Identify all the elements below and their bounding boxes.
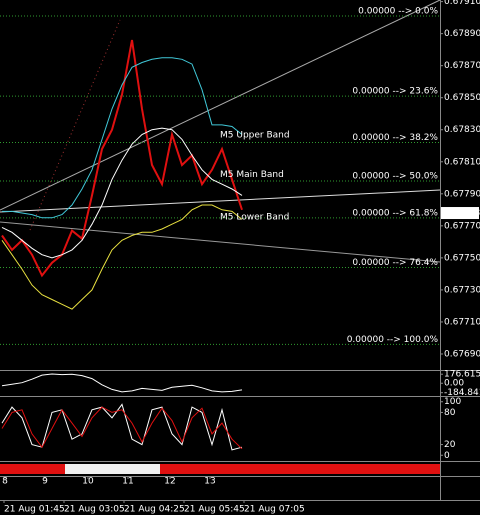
time-tick-label: 21 Aug 05:45 xyxy=(184,505,245,515)
y-tick-label: 0.67770 xyxy=(444,221,480,231)
fib-label: 0.00000 --> 23.6% xyxy=(352,87,438,97)
series-line xyxy=(1,39,243,278)
y-tick-label: 0.67850 xyxy=(444,93,480,103)
x-tick-label: 12 xyxy=(164,477,175,487)
trend-line xyxy=(0,0,441,211)
y-tick-label: 0.67890 xyxy=(444,29,480,39)
series-line xyxy=(1,373,243,393)
x-tick-label: 11 xyxy=(122,477,133,487)
y-tick-label: 0.67830 xyxy=(444,125,480,135)
y-tick-label: 0.67790 xyxy=(444,189,480,199)
y-tick-label: 0.67730 xyxy=(444,285,480,295)
last-price-box xyxy=(441,207,479,220)
band-label: M5 Lower Band xyxy=(220,213,289,223)
fib-label: 0.00000 --> 0.0% xyxy=(358,7,438,17)
last-price-label: 0.67778 xyxy=(443,209,480,219)
fib-label: 0.00000 --> 100.0% xyxy=(347,335,439,345)
y-tick-label: 80 xyxy=(444,408,456,418)
panel-frames xyxy=(0,0,480,501)
trend-line xyxy=(0,189,441,213)
fib-label: 0.00000 --> 50.0% xyxy=(352,171,438,181)
signal-strip xyxy=(160,464,440,474)
time-tick-label: 21 Aug 07:05 xyxy=(244,505,305,515)
y-tick-label: 0.67810 xyxy=(444,157,480,167)
band-label: M5 Upper Band xyxy=(220,130,290,140)
fib-label: 0.00000 --> 61.8% xyxy=(352,208,438,218)
y-tick-label: 0.67870 xyxy=(444,61,480,71)
y-tick-label: 20 xyxy=(444,440,456,450)
fib-label: 0.00000 --> 76.4% xyxy=(352,258,438,268)
time-tick-label: 21 Aug 01:45 xyxy=(4,505,65,515)
series-line xyxy=(1,406,243,450)
fib-label: 0.00000 --> 38.2% xyxy=(352,133,438,143)
series-line xyxy=(1,204,243,310)
x-tick-label: 8 xyxy=(2,477,8,487)
series-line xyxy=(1,127,243,259)
time-tick-label: 21 Aug 04:25 xyxy=(124,505,185,515)
band-label: M5 Main Band xyxy=(220,170,284,180)
y-tick-label: 0.67710 xyxy=(444,317,480,327)
y-tick-label: 176.6154 xyxy=(444,370,480,380)
signal-strip xyxy=(0,464,65,474)
x-tick-label: 13 xyxy=(204,477,215,487)
x-tick-label: 10 xyxy=(82,477,94,487)
signal-strip xyxy=(65,464,160,474)
time-tick-label: 21 Aug 03:05 xyxy=(64,505,125,515)
y-tick-label: -184.8418 xyxy=(444,388,480,398)
y-tick-label: 0.67690 xyxy=(444,349,480,359)
y-tick-label: 0.67910 xyxy=(444,0,480,7)
x-tick-label: 9 xyxy=(42,477,48,487)
y-tick-label: 0 xyxy=(444,451,450,461)
y-tick-label: 100 xyxy=(444,397,461,407)
trend-line xyxy=(0,221,441,263)
y-tick-label: 0.67750 xyxy=(444,253,480,263)
y-tick-label: 0.00 xyxy=(444,379,464,389)
series-line xyxy=(2,57,243,219)
